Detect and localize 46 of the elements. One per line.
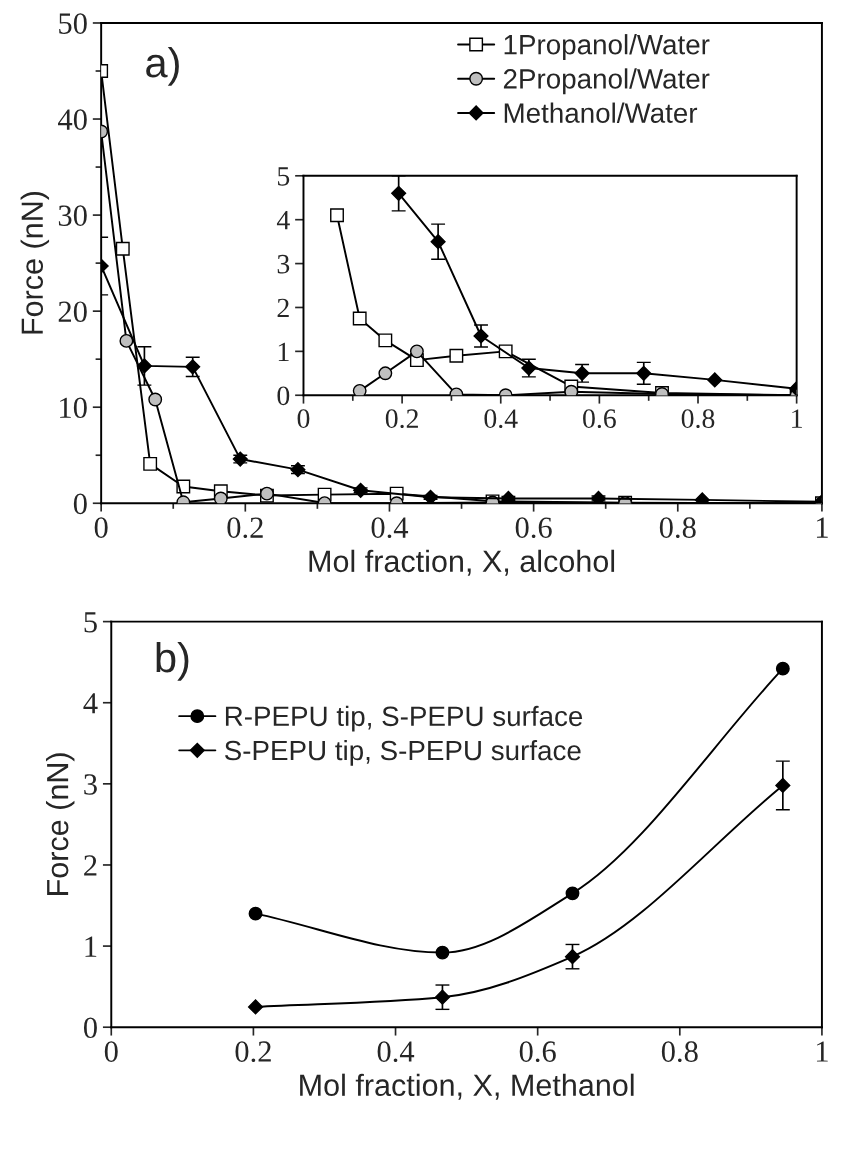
- y-tick-label: 40: [58, 109, 87, 130]
- x-tick-label: 0.6: [583, 409, 616, 429]
- y-tick-label: 10: [60, 397, 87, 419]
- x-tick-label: 0.8: [659, 517, 696, 539]
- x-tick-label: 0.8: [661, 1041, 698, 1063]
- y-axis-title: Force (nN): [45, 753, 75, 895]
- y-tick-label: 2: [84, 855, 97, 876]
- y-tick-label: 5: [84, 612, 97, 633]
- y-tick-label: 20: [58, 301, 87, 323]
- y-tick-label: 0: [73, 493, 87, 515]
- x-tick-label: 0.8: [681, 409, 715, 429]
- legend-label: 2Propanol/Water: [503, 68, 710, 95]
- x-tick-label: 0.2: [227, 517, 263, 539]
- x-tick-label: 0.4: [371, 517, 409, 539]
- x-tick-label: 0.4: [484, 409, 518, 429]
- x-axis-title: Mol fraction, X, alcohol: [309, 549, 615, 576]
- y-tick-label: 1: [85, 936, 97, 957]
- annotation: b): [156, 641, 189, 681]
- y-tick-label: 0: [277, 386, 290, 406]
- x-tick-label: 0.2: [385, 409, 418, 429]
- y-tick-label: 3: [84, 774, 97, 795]
- x-tick-label: 0: [297, 409, 310, 428]
- annotation: a): [146, 46, 179, 86]
- y-tick-label: 2: [277, 298, 289, 318]
- legend-label: 1Propanol/Water: [504, 34, 710, 60]
- legend-label: R-PEPU tip, S-PEPU surface: [225, 705, 583, 732]
- x-tick-label: 0: [104, 1041, 118, 1062]
- x-tick-label: 0.4: [377, 1041, 415, 1063]
- y-tick-label: 30: [58, 205, 87, 226]
- x-tick-label: 0.2: [235, 1041, 271, 1063]
- legend-label: Methanol/Water: [504, 102, 698, 123]
- y-tick-label: 5: [278, 167, 290, 186]
- y-tick-label: 1: [278, 342, 289, 361]
- y-tick-label: 4: [83, 693, 98, 714]
- y-tick-label: 50: [59, 13, 87, 34]
- y-axis-title: Force (nN): [20, 192, 50, 334]
- y-tick-label: 0: [83, 1017, 97, 1039]
- x-tick-label: 1: [792, 409, 802, 428]
- legend-label: S-PEPU tip, S-PEPU surface: [224, 739, 581, 766]
- x-tick-label: 1: [816, 517, 828, 538]
- y-tick-label: 3: [277, 254, 290, 274]
- x-axis-title: Mol fraction, X, Methanol: [300, 1073, 634, 1100]
- x-tick-label: 1: [816, 1041, 828, 1062]
- x-tick-label: 0.6: [519, 1041, 556, 1063]
- y-tick-label: 4: [276, 211, 290, 230]
- x-tick-label: 0.6: [515, 517, 552, 539]
